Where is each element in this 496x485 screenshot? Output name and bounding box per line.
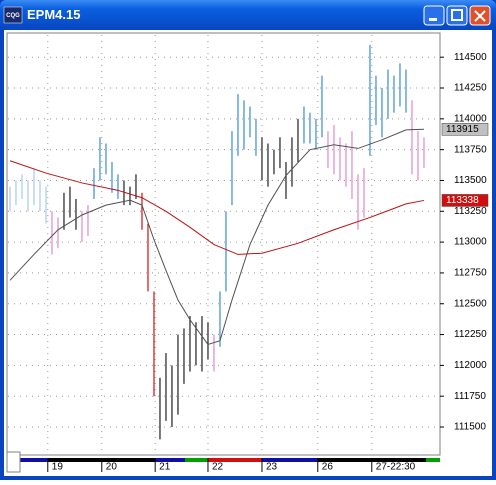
x-tick-label: 27-22:30: [376, 462, 416, 473]
moving-average-line: [9, 160, 425, 255]
app-icon-text: CQG: [6, 13, 20, 19]
minimize-button[interactable]: [423, 5, 445, 26]
close-button[interactable]: [469, 5, 491, 26]
y-tick-label: 113250: [454, 206, 487, 217]
y-tick-label: 112750: [454, 268, 487, 279]
y-tick-label: 114000: [454, 113, 487, 124]
plot-frame: [6, 32, 441, 456]
session-strip: [20, 458, 440, 462]
y-tick-label: 112000: [454, 360, 487, 371]
y-tick-label: 113750: [454, 144, 487, 155]
y-tick-label: 114500: [454, 52, 487, 63]
y-tick-label: 111750: [454, 391, 486, 402]
y-tick-label: 111500: [454, 422, 486, 433]
last-value-label: 113338: [446, 195, 479, 206]
x-tick-label: 22: [212, 462, 224, 473]
x-tick-label: 23: [266, 462, 278, 473]
maximize-button[interactable]: [446, 5, 468, 26]
x-tick-label: 21: [159, 462, 171, 473]
last-value-label: 113915: [446, 124, 479, 135]
y-tick-label: 112250: [454, 329, 487, 340]
title-bar: [0, 0, 496, 30]
window-title: EPM4.15: [27, 7, 80, 22]
x-tick-label: 19: [52, 462, 64, 473]
chart-area: [4, 30, 492, 476]
y-tick-label: 113500: [454, 175, 487, 186]
moving-average-line: [9, 128, 424, 346]
scroll-box[interactable]: [6, 451, 21, 473]
y-tick-label: 113000: [454, 237, 487, 248]
app-icon: [3, 6, 23, 24]
last-value-box: [441, 123, 489, 136]
y-tick-label: 114250: [454, 83, 487, 94]
last-value-box: [441, 194, 489, 207]
x-tick-label: 26: [322, 462, 334, 473]
x-tick-label: 20: [106, 462, 118, 473]
y-tick-label: 112500: [454, 298, 487, 309]
